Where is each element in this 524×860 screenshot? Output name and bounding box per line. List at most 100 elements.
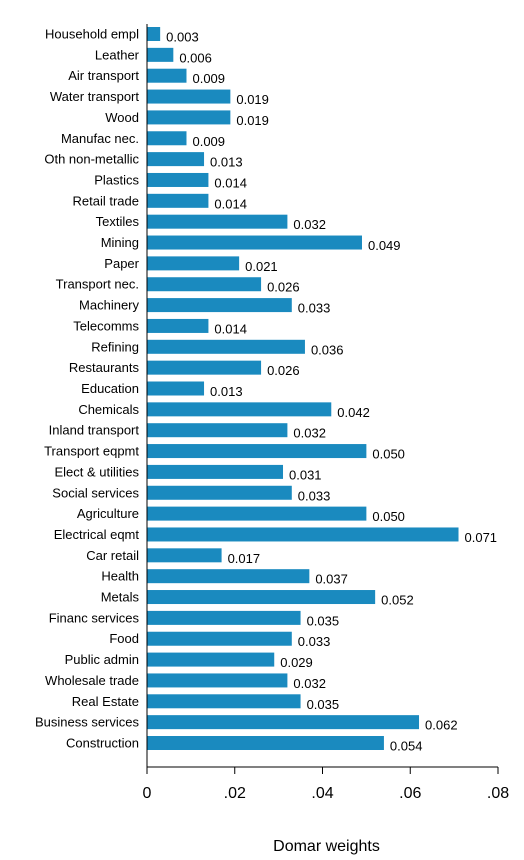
category-label: Agriculture xyxy=(77,506,139,521)
category-label: Manufac nec. xyxy=(61,131,139,146)
value-label: 0.026 xyxy=(267,280,300,295)
value-label: 0.035 xyxy=(307,613,340,628)
bar xyxy=(147,464,284,479)
category-label: Textiles xyxy=(96,214,140,229)
bar xyxy=(147,631,292,646)
bar xyxy=(147,318,209,333)
value-label: 0.021 xyxy=(245,259,278,274)
category-label: Construction xyxy=(66,736,139,751)
category-label: Electrical eqmt xyxy=(54,527,140,542)
bar xyxy=(147,193,209,208)
category-label: Household empl xyxy=(45,27,139,42)
category-label: Wholesale trade xyxy=(45,673,139,688)
value-label: 0.032 xyxy=(293,217,326,232)
bar xyxy=(147,152,205,167)
category-label: Air transport xyxy=(68,68,139,83)
bar xyxy=(147,569,310,584)
category-label: Machinery xyxy=(79,298,139,313)
bar xyxy=(147,590,376,605)
value-label: 0.009 xyxy=(192,71,225,86)
category-label: Transport nec. xyxy=(56,277,139,292)
bar xyxy=(147,694,301,709)
value-label: 0.033 xyxy=(298,488,331,503)
value-label: 0.013 xyxy=(210,384,243,399)
bar xyxy=(147,214,288,229)
value-label: 0.032 xyxy=(293,676,326,691)
value-label: 0.014 xyxy=(214,175,247,190)
bar xyxy=(147,652,275,667)
value-label: 0.052 xyxy=(381,593,414,608)
category-label: Mining xyxy=(101,235,139,250)
category-label: Business services xyxy=(35,715,140,730)
bar xyxy=(147,527,459,542)
bar xyxy=(147,68,187,83)
category-label: Chemicals xyxy=(78,402,139,417)
category-label: Telecomms xyxy=(73,318,139,333)
category-label: Financ services xyxy=(49,610,140,625)
value-label: 0.049 xyxy=(368,238,401,253)
bar xyxy=(147,256,240,271)
category-label: Food xyxy=(109,631,139,646)
x-tick-label: .04 xyxy=(311,785,333,802)
bar xyxy=(147,548,222,563)
value-label: 0.050 xyxy=(372,447,405,462)
bar xyxy=(147,110,231,125)
x-axis-title: Domar weights xyxy=(273,838,380,855)
x-tick-label: .06 xyxy=(399,785,421,802)
value-label: 0.017 xyxy=(228,551,261,566)
value-label: 0.071 xyxy=(465,530,498,545)
value-label: 0.014 xyxy=(214,321,247,336)
category-label: Elect & utilities xyxy=(54,464,139,479)
value-label: 0.050 xyxy=(372,509,405,524)
category-label: Car retail xyxy=(86,548,139,563)
bar xyxy=(147,381,205,396)
category-label: Refining xyxy=(91,339,139,354)
value-label: 0.029 xyxy=(280,655,313,670)
category-label: Transport eqpmt xyxy=(44,444,139,459)
bar xyxy=(147,402,332,417)
bars-layer xyxy=(147,27,459,750)
category-label: Water transport xyxy=(50,89,139,104)
bar xyxy=(147,47,174,62)
value-label: 0.014 xyxy=(214,196,247,211)
value-label: 0.013 xyxy=(210,155,243,170)
bar xyxy=(147,610,301,625)
category-label: Inland transport xyxy=(49,423,140,438)
bar xyxy=(147,360,262,375)
category-label: Metals xyxy=(101,590,140,605)
category-labels: Household empl Leather Air transport Water … xyxy=(35,27,140,751)
bar xyxy=(147,89,231,104)
bar xyxy=(147,131,187,146)
category-label: Education xyxy=(81,381,139,396)
value-label: 0.037 xyxy=(315,572,348,587)
x-tick-label: .02 xyxy=(224,785,246,802)
value-label: 0.019 xyxy=(236,92,269,107)
category-label: Oth non-metallic xyxy=(44,152,139,167)
value-label: 0.006 xyxy=(179,50,212,65)
value-label: 0.003 xyxy=(166,30,199,45)
category-label: Plastics xyxy=(94,172,139,187)
bar xyxy=(147,339,305,354)
category-label: Paper xyxy=(104,256,139,271)
x-axis-ticks: 0 .02 .04 .06 .08 xyxy=(143,767,509,802)
category-label: Real Estate xyxy=(72,694,139,709)
value-label: 0.026 xyxy=(267,363,300,378)
value-label: 0.031 xyxy=(289,467,322,482)
bar xyxy=(147,506,367,521)
bar xyxy=(147,673,288,688)
category-label: Retail trade xyxy=(73,193,139,208)
bar xyxy=(147,277,262,292)
category-label: Wood xyxy=(105,110,139,125)
category-label: Public admin xyxy=(65,652,139,667)
x-tick-label: 0 xyxy=(143,785,152,802)
value-label: 0.054 xyxy=(390,739,423,754)
value-label: 0.036 xyxy=(311,342,344,357)
value-labels: 0.003 0.006 0.009 0.019 0.019 0.009 0.013 0.014… xyxy=(166,30,497,754)
value-label: 0.062 xyxy=(425,718,458,733)
bar xyxy=(147,423,288,438)
category-label: Health xyxy=(101,569,139,584)
value-label: 0.032 xyxy=(293,426,326,441)
category-label: Restaurants xyxy=(69,360,140,375)
value-label: 0.019 xyxy=(236,113,269,128)
